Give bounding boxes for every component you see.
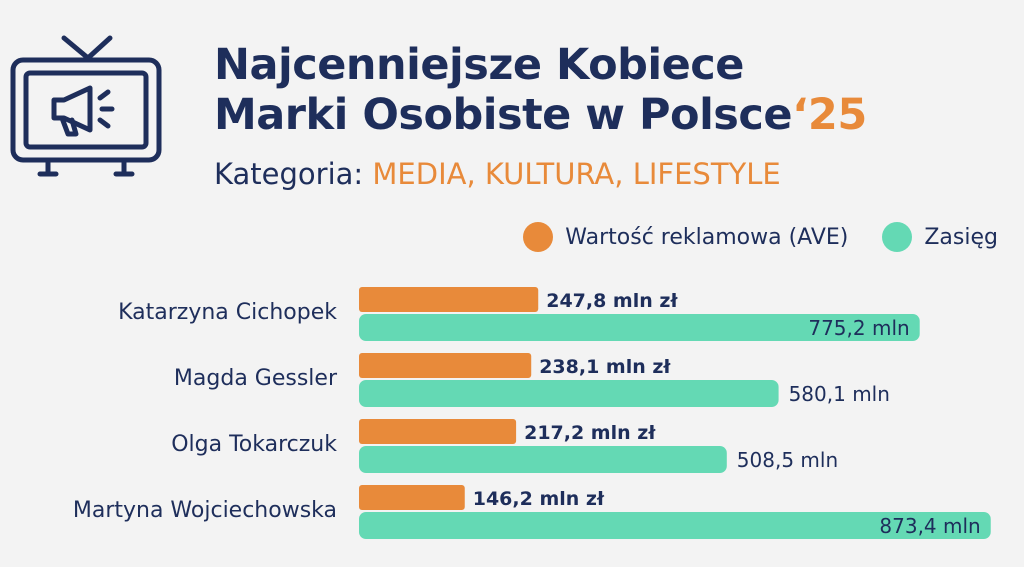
category-value: MEDIA, KULTURA, LIFESTYLE [372,157,781,191]
data-label-reach: 873,4 mln [879,514,980,538]
title-year: ‘25 [792,90,867,140]
data-label-reach: 775,2 mln [808,316,909,340]
chart-legend: Wartość reklamowa (AVE) Zasięg [489,222,998,252]
category-line: Kategoria: MEDIA, KULTURA, LIFESTYLE [214,157,781,191]
category-label: Kategoria: [214,157,364,191]
legend-swatch-reach [882,222,913,252]
category-label: Katarzyna Cichopek [118,300,337,325]
category-label: Martyna Wojciechowska [73,498,337,523]
legend-label-ave: Wartość reklamowa (AVE) [565,224,849,250]
legend-item-reach: Zasięg [882,222,998,252]
data-label-ave: 217,2 mln zł [524,422,656,444]
data-label-reach: 508,5 mln [737,448,838,472]
tv-megaphone-icon [10,30,166,180]
title-line-2-text: Marki Osobiste w Polsce [214,90,793,140]
title-line-2: Marki Osobiste w Polsce‘25 [214,90,867,140]
bar-reach [359,314,920,341]
bar-ave [359,485,465,510]
data-label-reach: 580,1 mln [789,382,890,406]
bar-reach [359,446,727,473]
legend-label-reach: Zasięg [924,224,998,250]
legend-swatch-ave [523,222,554,252]
data-label-ave: 247,8 mln zł [546,290,678,312]
category-label: Magda Gessler [174,366,338,391]
title-line-1: Najcenniejsze Kobiece [214,40,744,90]
category-label: Olga Tokarczuk [171,432,337,457]
bar-reach [359,512,991,539]
data-label-ave: 146,2 mln zł [473,488,605,510]
bar-reach [359,380,779,407]
bar-ave [359,353,532,378]
bar-ave [359,287,539,312]
bar-ave [359,419,517,444]
legend-item-ave: Wartość reklamowa (AVE) [523,222,848,252]
data-label-ave: 238,1 mln zł [539,356,671,378]
chart-title: Najcenniejsze Kobiece Marki Osobiste w P… [214,40,867,140]
